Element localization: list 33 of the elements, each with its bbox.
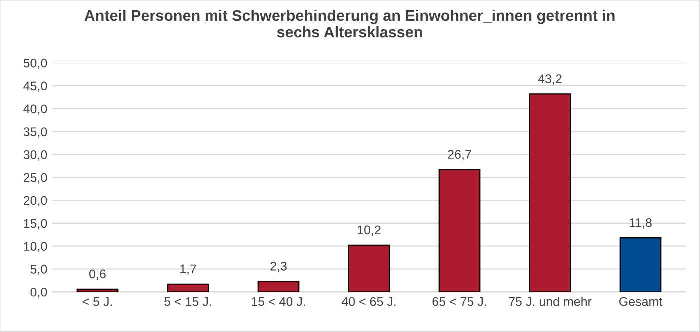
x-tick-label: 65 < 75 J. (432, 297, 486, 306)
data-label: 2,3 (270, 262, 287, 272)
x-tick-label: 15 < 40 J. (252, 297, 306, 306)
y-tick-label: 50,0 (24, 58, 48, 70)
bar (438, 169, 481, 292)
data-label: 43,2 (538, 74, 562, 85)
bar (529, 94, 572, 292)
y-tick-label: 10,0 (24, 242, 48, 252)
bar (620, 238, 662, 292)
data-label: 26,7 (448, 150, 472, 161)
y-tick-label: 45,0 (24, 82, 48, 92)
x-tick-label: 5 < 15 J. (164, 297, 212, 306)
chart-title: Anteil Personen mit Schwerbehinderung an Einwohner_innen getrennt in sechs Altersklassen (84, 10, 615, 38)
y-tick-label: 5,0 (30, 265, 48, 276)
x-tick-label: 40 < 65 J. (342, 297, 396, 306)
x-tick-label: Gesamt (620, 297, 663, 306)
data-label: 1,7 (180, 264, 196, 276)
bar (167, 284, 210, 292)
y-tick-label: 40,0 (24, 104, 48, 116)
data-label: 11,8 (630, 218, 652, 229)
y-tick-label: 30,0 (24, 150, 48, 161)
data-label: 10,2 (358, 226, 381, 236)
x-tick-label: < 5 J. (82, 297, 112, 306)
y-tick-label: 0,0 (30, 288, 48, 298)
data-label: 0,6 (90, 270, 106, 280)
bar (348, 244, 390, 292)
y-tick-label: 25,0 (24, 173, 48, 184)
x-tick-label: 75 J. und mehr (509, 297, 592, 306)
y-tick-label: 20,0 (24, 196, 48, 207)
bar (76, 288, 119, 292)
bar (258, 281, 300, 292)
y-tick-label: 35,0 (24, 128, 48, 138)
y-tick-label: 15,0 (24, 219, 48, 230)
